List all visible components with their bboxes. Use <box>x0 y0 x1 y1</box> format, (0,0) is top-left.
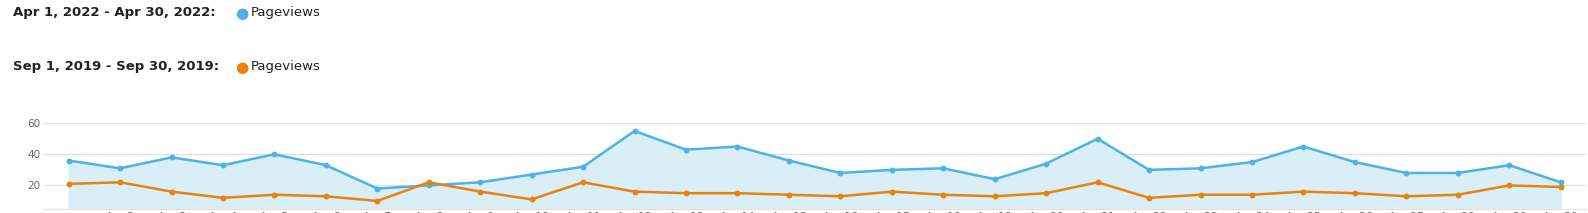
Text: ●: ● <box>235 6 248 21</box>
Text: Pageviews: Pageviews <box>251 60 321 73</box>
Text: Apr 1, 2022 - Apr 30, 2022:: Apr 1, 2022 - Apr 30, 2022: <box>13 6 216 19</box>
Text: Pageviews: Pageviews <box>251 6 321 19</box>
Text: ●: ● <box>235 60 248 75</box>
Text: Sep 1, 2019 - Sep 30, 2019:: Sep 1, 2019 - Sep 30, 2019: <box>13 60 219 73</box>
